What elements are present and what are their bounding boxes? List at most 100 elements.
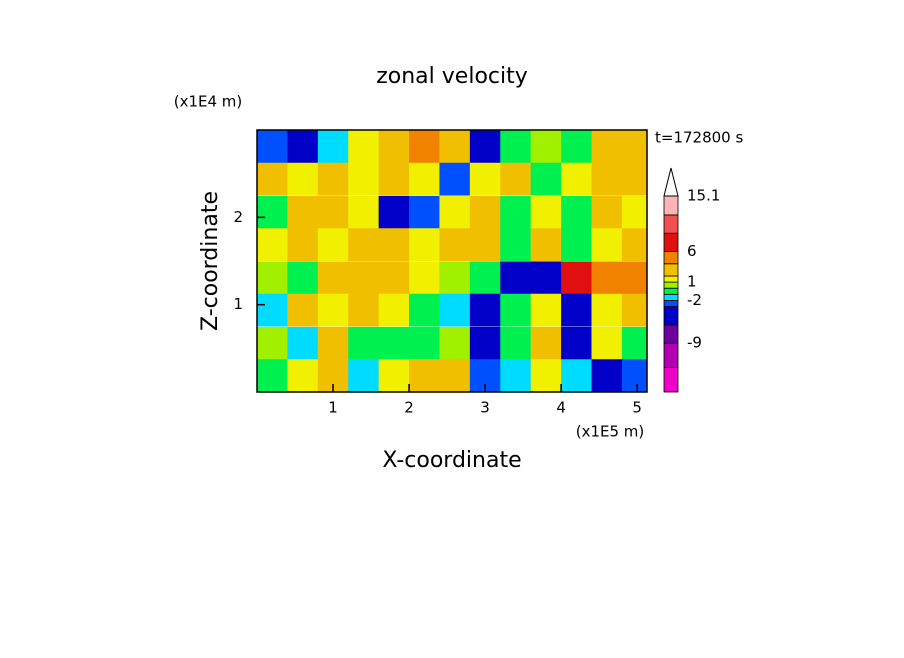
field-cell (348, 326, 380, 360)
field-cell (530, 162, 562, 196)
field-cell (287, 130, 319, 164)
field-cell (439, 261, 471, 295)
field-cell (317, 130, 349, 164)
x-tick-label: 4 (556, 399, 566, 417)
field-cell (257, 326, 288, 360)
chart-title: zonal velocity (376, 64, 528, 89)
x-axis-title: X-coordinate (382, 448, 521, 473)
field-cell (378, 195, 410, 229)
field-cell (257, 130, 288, 164)
field-cell (257, 195, 288, 229)
field-cell (561, 228, 593, 262)
field-cell (317, 228, 349, 262)
field-cell (530, 195, 562, 229)
field-cell (469, 261, 501, 295)
field-cell (621, 293, 647, 327)
field-cell (561, 359, 593, 392)
field-cell (348, 195, 380, 229)
colorbar-segment (663, 232, 679, 252)
colorbar-segment (663, 195, 679, 216)
field-cell (530, 261, 562, 295)
colorbar-segment (663, 324, 679, 344)
field-cell (409, 195, 440, 229)
field-cell (591, 228, 623, 262)
colorbar-label: -2 (687, 291, 702, 309)
field-cell (409, 293, 440, 327)
field-cell (287, 326, 319, 360)
field-cell (257, 359, 288, 392)
colorbar-label: 6 (687, 242, 697, 260)
plot-frame (256, 129, 648, 393)
field-cell (378, 261, 410, 295)
y-axis-title: Z-coordinate (198, 191, 223, 331)
colorbar-segment (663, 251, 679, 265)
field-cell (621, 228, 647, 262)
annotation: t=172800 s (655, 129, 743, 147)
colorbar-segment (663, 300, 679, 307)
field-cell (561, 261, 593, 295)
field-cell (621, 326, 647, 360)
field-cell (621, 195, 647, 229)
field-cell (469, 162, 501, 196)
field-cell (287, 359, 319, 392)
colorbar-segment (663, 263, 679, 277)
field-cell (257, 293, 288, 327)
field-cell (317, 162, 349, 196)
field-cell (317, 326, 349, 360)
field-cell (500, 195, 532, 229)
field-cell (317, 293, 349, 327)
field-cell (439, 130, 471, 164)
field-cell (439, 359, 471, 392)
field-cell (500, 261, 532, 295)
colorbar-label: 1 (687, 273, 697, 291)
field-cell (378, 162, 410, 196)
field-cell (530, 130, 562, 164)
field-cell (500, 359, 532, 392)
x-tick-label: 2 (404, 399, 414, 417)
field-cell (409, 130, 440, 164)
field-cell (530, 228, 562, 262)
field-cell (409, 326, 440, 360)
colorbar-segment (663, 293, 679, 301)
field-cell (317, 195, 349, 229)
x-tick-label: 5 (632, 399, 642, 417)
colorbar: 15.1 6 1-2 -9 (663, 167, 720, 393)
field-cell (469, 293, 501, 327)
field-cell (378, 326, 410, 360)
colorbar-label: 15.1 (687, 187, 720, 205)
y-unit: (x1E4 m) (174, 93, 243, 111)
field-cell (378, 228, 410, 262)
colorbar-segment (663, 275, 679, 283)
field-cell (561, 162, 593, 196)
colorbar-segment (663, 306, 679, 326)
field-cell (439, 326, 471, 360)
field-cell (348, 359, 380, 392)
field-cell (378, 359, 410, 392)
field-cell (591, 162, 623, 196)
field-cell (500, 293, 532, 327)
field-cell (621, 261, 647, 295)
field-cell (287, 162, 319, 196)
colorbar-segment (663, 214, 679, 234)
field-cell (409, 228, 440, 262)
field-cell (500, 228, 532, 262)
colorbar-segment (663, 367, 679, 393)
field-cell (591, 326, 623, 360)
colorbar-segment (663, 287, 679, 295)
field-cell (257, 162, 288, 196)
field-cell (378, 130, 410, 164)
field-cell (439, 228, 471, 262)
field-cell (348, 261, 380, 295)
field-cell (530, 359, 562, 392)
field-cell (469, 326, 501, 360)
x-tick-label: 1 (328, 399, 338, 417)
field-cell (500, 162, 532, 196)
field-cell (287, 195, 319, 229)
colorbar-segment (663, 342, 679, 368)
field-cell (561, 326, 593, 360)
field-cell (591, 293, 623, 327)
field-cell (469, 195, 501, 229)
field-cell (378, 293, 410, 327)
field-cell (591, 261, 623, 295)
